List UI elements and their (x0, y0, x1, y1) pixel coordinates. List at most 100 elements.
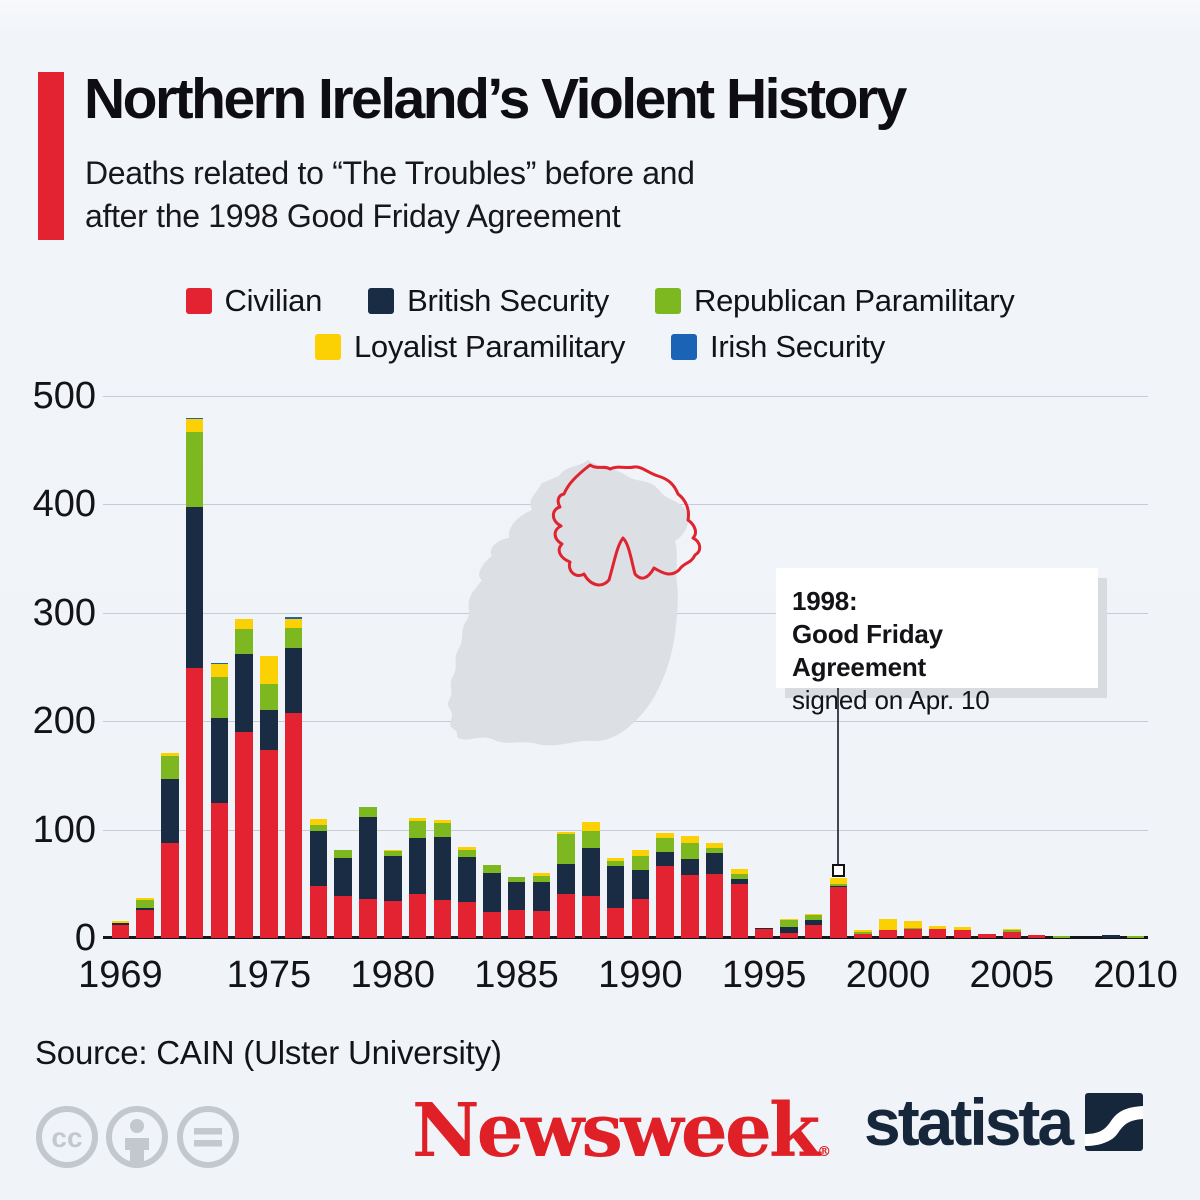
segment-british-security-1991 (656, 852, 674, 867)
segment-civilian-1983 (458, 902, 476, 938)
segment-civilian-1976 (284, 712, 303, 938)
x-tick-label-1980: 1980 (350, 954, 436, 996)
segment-loyalist-paramilitary-1976 (284, 619, 303, 628)
registered-mark: ® (817, 1144, 832, 1160)
segment-civilian-2000 (879, 930, 897, 938)
segment-british-security-1970 (136, 907, 154, 910)
legend-swatch-british-security (368, 288, 395, 314)
segment-republican-paramilitary-1991 (656, 838, 674, 853)
segment-civilian-1972 (185, 668, 204, 938)
segment-loyalist-paramilitary-1986 (532, 872, 551, 877)
bar-2007 (1052, 935, 1071, 938)
subtitle-line-2: after the 1998 Good Friday Agreement (85, 198, 621, 234)
northern-ireland-outline (551, 463, 702, 587)
bar-1976 (284, 617, 303, 938)
legend-swatch-loyalist-paramilitary (314, 334, 341, 360)
segment-republican-paramilitary-1977 (309, 825, 328, 831)
annotation-marker (831, 864, 845, 878)
bar-2001 (904, 920, 922, 938)
y-tick-label-200: 200 (32, 700, 96, 743)
segment-british-security-1990 (631, 869, 650, 899)
bar-2006 (1027, 934, 1046, 938)
segment-british-security-1979 (359, 816, 377, 899)
segment-british-security-1972 (185, 506, 204, 669)
segment-british-security-1987 (557, 864, 575, 894)
segment-british-security-2009 (1102, 934, 1120, 938)
subtitle-line-1: Deaths related to “The Troubles” before … (85, 155, 695, 191)
segment-republican-paramilitary-1998 (829, 883, 848, 886)
segment-civilian-1995 (755, 929, 773, 938)
segment-republican-paramilitary-1994 (730, 874, 749, 880)
bar-1984 (483, 865, 501, 938)
segment-british-security-1989 (606, 866, 625, 908)
segment-republican-paramilitary-1986 (532, 876, 551, 882)
bar-1985 (507, 877, 526, 938)
bar-1971 (161, 752, 179, 938)
segment-loyalist-paramilitary-1987 (557, 831, 575, 834)
segment-loyalist-paramilitary-1999 (854, 930, 872, 932)
segment-republican-paramilitary-1997 (804, 915, 823, 920)
statista-logo: statista (864, 1089, 1144, 1155)
legend-item-civilian: Civilian (185, 283, 322, 319)
segment-republican-paramilitary-1985 (507, 877, 526, 882)
bar-2003 (953, 927, 972, 938)
segment-civilian-1982 (433, 900, 452, 938)
segment-civilian-1991 (656, 866, 674, 938)
segment-civilian-1992 (681, 875, 699, 938)
segment-loyalist-paramilitary-1982 (433, 819, 452, 824)
segment-loyalist-paramilitary-1997 (804, 914, 823, 916)
bar-1996 (780, 918, 798, 938)
legend-item-republican-paramilitary: Republican Paramilitary (655, 283, 1015, 319)
segment-civilian-1989 (606, 907, 625, 938)
segment-civilian-1994 (730, 883, 749, 938)
segment-civilian-1984 (483, 911, 501, 938)
segment-british-security-1981 (408, 838, 427, 894)
legend-label-british-security: British Security (407, 283, 609, 318)
legend-item-irish-security: Irish Security (671, 329, 885, 365)
segment-british-security-1977 (309, 830, 328, 886)
segment-british-security-1998 (829, 885, 848, 888)
bar-1975 (260, 656, 278, 938)
bar-1999 (854, 930, 872, 938)
segment-loyalist-paramilitary-1980 (384, 850, 402, 852)
segment-civilian-2005 (1003, 931, 1021, 938)
segment-republican-paramilitary-2001 (904, 928, 922, 930)
bar-1981 (408, 817, 427, 938)
no-derivatives-icon (177, 1106, 239, 1168)
x-axis-line (103, 936, 1148, 939)
bar-1969 (111, 920, 130, 938)
segment-civilian-1987 (557, 893, 575, 938)
x-tick-label-2005: 2005 (969, 954, 1055, 996)
segment-civilian-1980 (384, 901, 402, 938)
segment-republican-paramilitary-1981 (408, 820, 427, 839)
segment-loyalist-paramilitary-1981 (408, 817, 427, 821)
segment-civilian-1973 (210, 802, 229, 938)
legend-label-loyalist-paramilitary: Loyalist Paramilitary (353, 329, 626, 364)
segment-civilian-1978 (334, 895, 352, 938)
segment-british-security-1994 (730, 879, 749, 884)
segment-british-security-1984 (483, 872, 501, 912)
segment-civilian-1981 (408, 893, 427, 938)
segment-irish-security-1976 (284, 617, 303, 620)
bar-1994 (730, 868, 749, 938)
x-tick-label-1969: 1969 (78, 954, 163, 996)
legend-row-2: Loyalist Paramilitary Irish Security (0, 324, 1200, 370)
segment-republican-paramilitary-1993 (705, 848, 724, 854)
x-tick-label-1995: 1995 (721, 954, 807, 996)
segment-loyalist-paramilitary-1993 (705, 842, 724, 849)
segment-loyalist-paramilitary-1973 (210, 663, 229, 677)
ireland-map (438, 438, 724, 762)
segment-british-security-1992 (681, 858, 699, 876)
segment-civilian-2003 (953, 930, 972, 938)
source-note: Source: CAIN (Ulster University) (35, 1034, 502, 1071)
segment-civilian-1996 (780, 932, 798, 938)
segment-republican-paramilitary-2007 (1052, 935, 1071, 938)
segment-loyalist-paramilitary-1990 (631, 850, 650, 856)
legend-label-irish-security: Irish Security (710, 329, 886, 364)
bar-1986 (532, 872, 551, 938)
cc-icon: cc (36, 1106, 98, 1168)
segment-civilian-1997 (804, 925, 823, 938)
segment-republican-paramilitary-1973 (210, 676, 229, 718)
segment-loyalist-paramilitary-1972 (185, 418, 204, 432)
